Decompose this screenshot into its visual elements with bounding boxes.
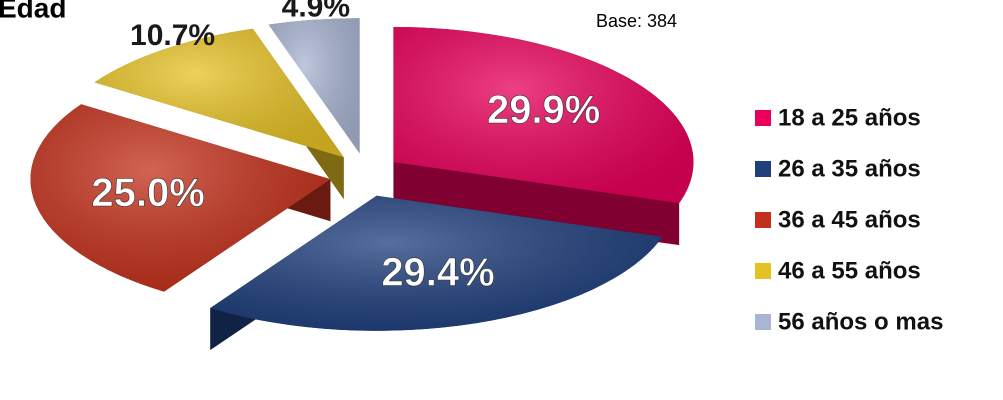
legend-label: 26 a 35 años — [778, 155, 921, 182]
data-label: 25.0% — [91, 171, 204, 215]
slice-shine — [393, 27, 694, 204]
chart-title: Edad — [0, 0, 66, 23]
data-label: 10.7% — [130, 19, 215, 52]
slice-shine — [94, 28, 344, 158]
slice-shine — [268, 18, 360, 154]
legend-label: 46 a 55 años — [778, 257, 921, 284]
data-label: 29.4% — [381, 250, 494, 294]
legend-swatch — [755, 110, 771, 126]
slice-shine — [30, 104, 331, 292]
chart-subtitle: Base: 384 — [596, 11, 677, 31]
legend-swatch — [755, 263, 771, 279]
slice-shine — [210, 195, 663, 331]
data-label: 29.9% — [487, 88, 600, 132]
legend-swatch — [755, 314, 771, 330]
legend-swatch — [755, 161, 771, 177]
legend-label: 36 a 45 años — [778, 206, 921, 233]
data-label: 4.9% — [282, 0, 350, 23]
legend-swatch — [755, 212, 771, 228]
legend-label: 56 años o mas — [778, 308, 943, 335]
legend-label: 18 a 25 años — [778, 104, 921, 131]
